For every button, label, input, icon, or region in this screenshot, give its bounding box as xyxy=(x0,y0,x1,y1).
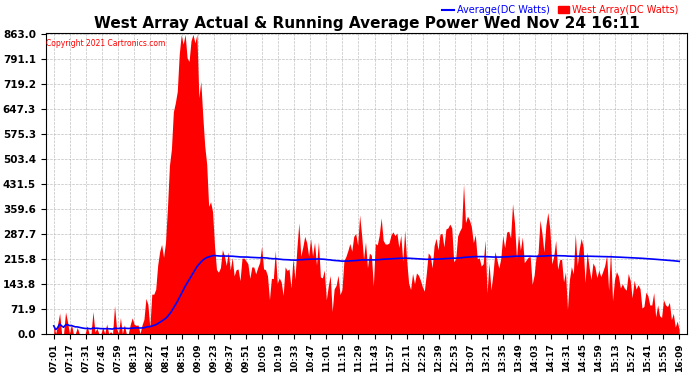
Legend: Average(DC Watts), West Array(DC Watts): Average(DC Watts), West Array(DC Watts) xyxy=(438,1,682,19)
Text: Copyright 2021 Cartronics.com: Copyright 2021 Cartronics.com xyxy=(46,39,166,48)
Title: West Array Actual & Running Average Power Wed Nov 24 16:11: West Array Actual & Running Average Powe… xyxy=(94,16,640,32)
